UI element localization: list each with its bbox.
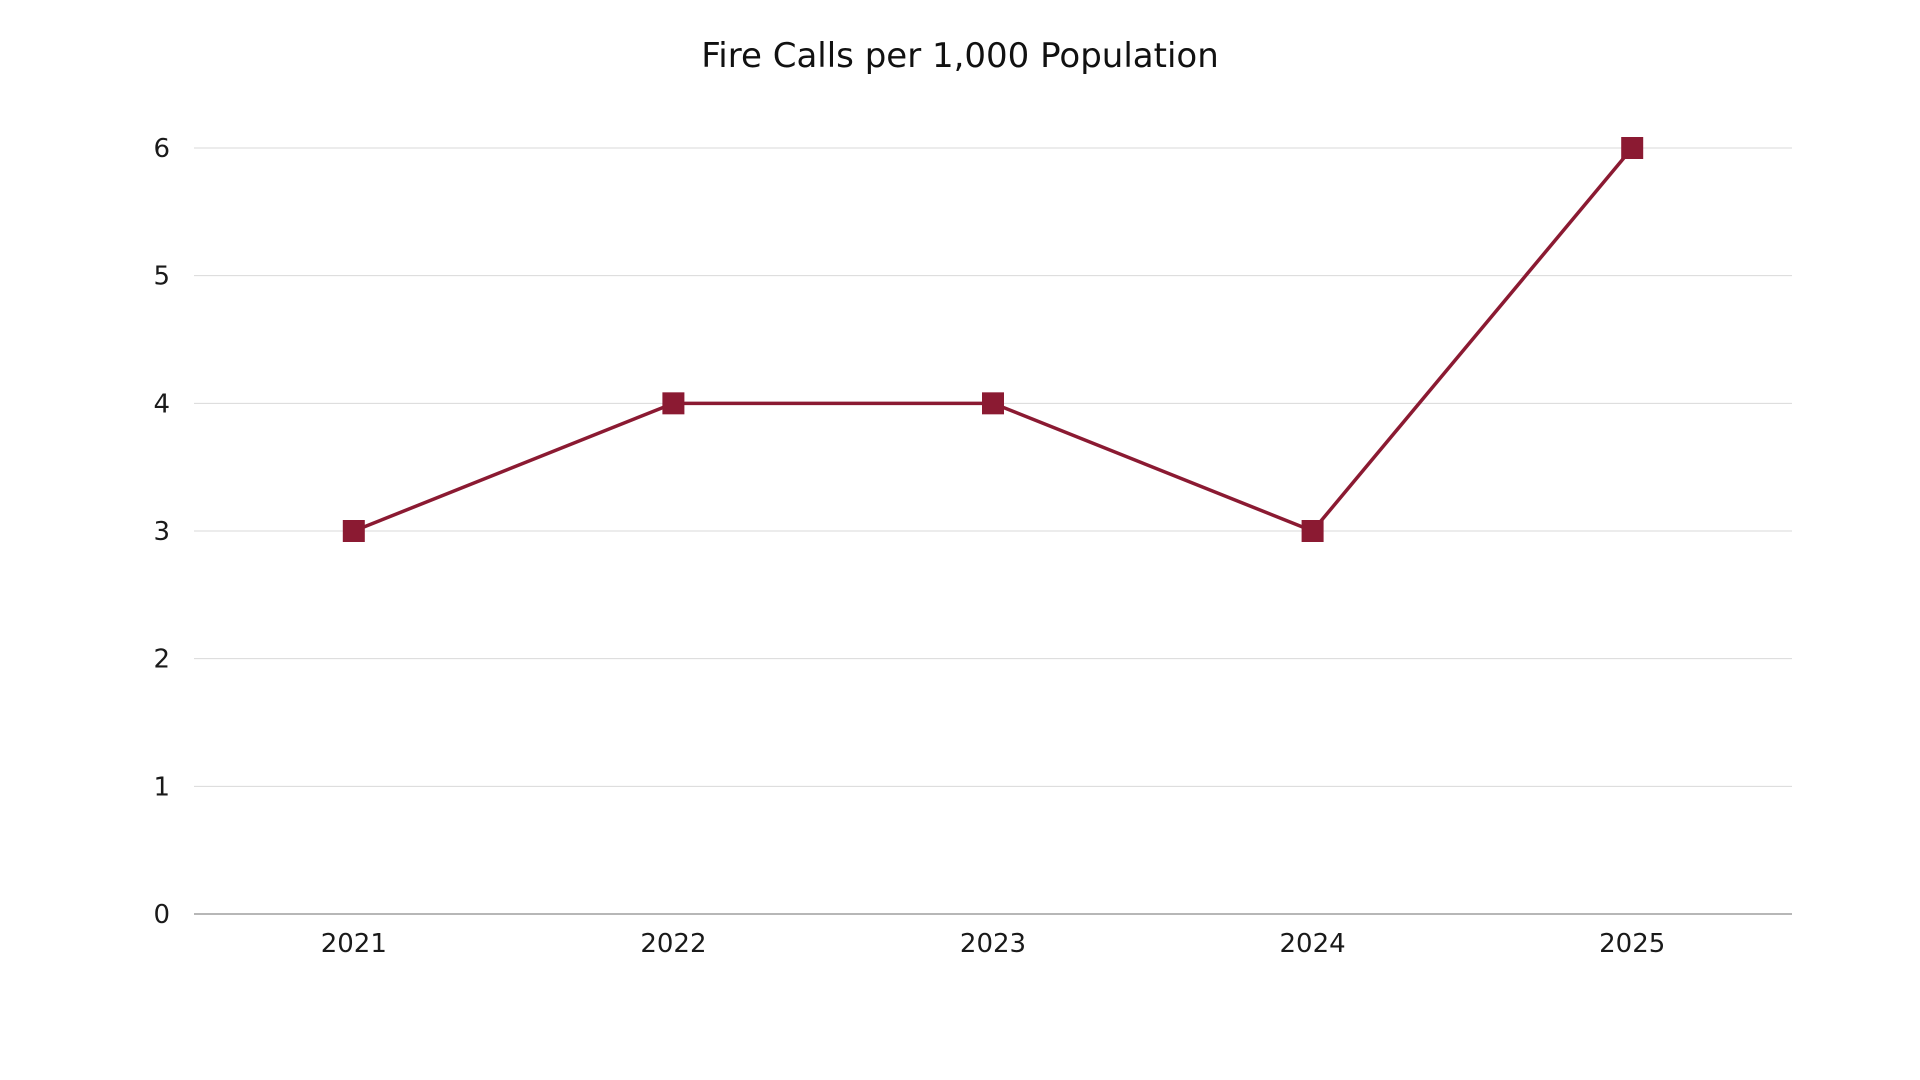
y-tick-label: 1 <box>153 772 170 802</box>
y-tick-label: 5 <box>153 262 170 292</box>
x-tick-label: 2025 <box>1599 929 1665 959</box>
x-tick-label: 2022 <box>640 929 706 959</box>
data-point-marker <box>662 392 685 415</box>
x-tick-label: 2024 <box>1280 929 1346 959</box>
data-point-marker <box>1621 137 1644 159</box>
chart-title: Fire Calls per 1,000 Population <box>701 36 1219 76</box>
data-point-marker <box>342 520 365 542</box>
y-tick-label: 0 <box>153 900 170 930</box>
data-point-marker <box>1301 520 1324 542</box>
x-tick-label: 2021 <box>321 929 387 959</box>
x-tick-label: 2023 <box>960 929 1026 959</box>
y-tick-label: 6 <box>153 134 170 164</box>
y-tick-label: 4 <box>153 389 170 419</box>
y-tick-label: 3 <box>153 517 170 547</box>
y-tick-label: 2 <box>153 645 170 675</box>
data-point-marker <box>982 392 1004 415</box>
series-line <box>353 146 1634 533</box>
